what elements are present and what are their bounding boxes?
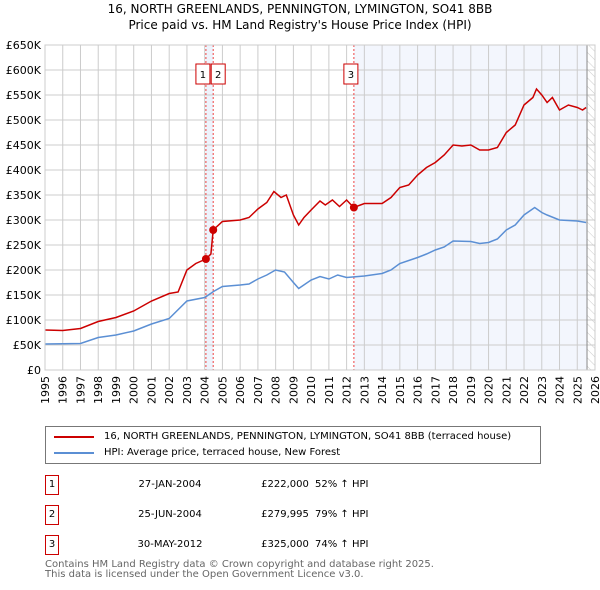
legend-swatch-hpi [54, 451, 94, 454]
y-tick-label: £650K [6, 39, 42, 52]
x-tick-label: 1996 [57, 376, 70, 404]
future-hatch [587, 45, 595, 370]
transaction-point [349, 203, 358, 212]
x-tick-label: 2018 [447, 376, 460, 404]
transaction-date: 27-JAN-2004 [138, 479, 202, 490]
y-tick-label: £50K [13, 339, 42, 352]
transaction-label-box [210, 63, 226, 85]
x-tick-label: 1995 [39, 376, 52, 404]
transaction-hpi: 74% ↑ HPI [315, 539, 369, 550]
x-tick-label: 2001 [145, 376, 158, 404]
x-tick-label: 2022 [518, 376, 531, 404]
x-tick-label: 2006 [234, 376, 247, 404]
legend: 16, NORTH GREENLANDS, PENNINGTON, LYMING… [45, 426, 541, 464]
shaded-period [205, 45, 214, 370]
y-tick-label: £350K [6, 189, 42, 202]
x-tick-label: 2004 [199, 376, 212, 404]
x-tick-label: 2026 [589, 376, 600, 404]
transaction-marker: 3 [45, 535, 59, 555]
x-tick-label: 2014 [376, 376, 389, 404]
y-tick-label: £550K [6, 89, 42, 102]
x-tick-label: 2010 [305, 376, 318, 404]
x-tick-label: 2007 [252, 376, 265, 404]
transaction-date: 25-JUN-2004 [138, 509, 202, 520]
legend-label-property: 16, NORTH GREENLANDS, PENNINGTON, LYMING… [104, 431, 512, 442]
y-tick-label: £400K [6, 164, 42, 177]
y-tick-label: £300K [6, 214, 42, 227]
x-tick-label: 2016 [412, 376, 425, 404]
transaction-label: 1 [200, 70, 206, 81]
x-tick-label: 2011 [323, 376, 336, 404]
x-tick-label: 2023 [536, 376, 549, 404]
series-line [44, 87, 587, 332]
x-tick-label: 2000 [128, 376, 141, 404]
plot-frame [44, 44, 596, 371]
transaction-price: £325,000 [261, 539, 309, 550]
transaction-hpi: 52% ↑ HPI [315, 479, 369, 490]
x-tick-label: 2009 [287, 376, 300, 404]
y-tick-label: £150K [6, 289, 42, 302]
x-tick-label: 2013 [358, 376, 371, 404]
legend-swatch-property [54, 435, 94, 438]
x-tick-label: 2012 [341, 376, 354, 404]
x-tick-label: 2008 [270, 376, 283, 404]
transaction-marker: 2 [45, 505, 59, 525]
x-tick-label: 1997 [74, 376, 87, 404]
transaction-price: £279,995 [261, 509, 309, 520]
x-tick-label: 2015 [394, 376, 407, 404]
footer-copyright: Contains HM Land Registry data © Crown c… [45, 559, 434, 570]
x-tick-label: 2003 [181, 376, 194, 404]
y-tick-label: £600K [6, 64, 42, 77]
transaction-point [201, 255, 210, 263]
chart-title: 16, NORTH GREENLANDS, PENNINGTON, LYMING… [107, 2, 493, 16]
x-tick-label: 2025 [571, 376, 584, 404]
transaction-label: 3 [348, 70, 354, 81]
transaction-hpi: 79% ↑ HPI [315, 509, 369, 520]
y-tick-label: £0 [27, 364, 41, 377]
y-tick-label: £500K [6, 114, 42, 127]
legend-label-hpi: HPI: Average price, terraced house, New … [104, 447, 341, 458]
x-tick-label: 2019 [465, 376, 478, 404]
transaction-date: 30-MAY-2012 [137, 539, 203, 550]
y-tick-label: £200K [6, 264, 42, 277]
y-tick-label: £250K [6, 239, 42, 252]
x-tick-label: 2005 [216, 376, 229, 404]
x-tick-label: 2020 [483, 376, 496, 404]
chart-subtitle: Price paid vs. HM Land Registry's House … [128, 18, 472, 32]
footer: Contains HM Land Registry data © Crown c… [45, 560, 434, 580]
transaction-label-box [195, 63, 211, 85]
footer-licence: This data is licensed under the Open Gov… [45, 569, 364, 580]
transaction-label: 2 [215, 70, 221, 81]
transaction-marker: 1 [45, 475, 59, 495]
series-line [44, 206, 587, 345]
x-tick-label: 1999 [110, 376, 123, 404]
y-tick-label: £100K [6, 314, 42, 327]
x-tick-label: 1998 [92, 376, 105, 404]
x-tick-label: 2024 [554, 376, 567, 404]
y-tick-label: £450K [6, 139, 42, 152]
x-tick-label: 2002 [163, 376, 176, 404]
transaction-price: £222,000 [261, 479, 309, 490]
x-tick-label: 2017 [429, 376, 442, 404]
transaction-point [209, 226, 218, 235]
x-tick-label: 2021 [500, 376, 513, 404]
price-chart: £0 £50K £100K £150K £200K £250K £300K £350K £400… [6, 39, 600, 404]
transaction-label-box [343, 63, 359, 85]
